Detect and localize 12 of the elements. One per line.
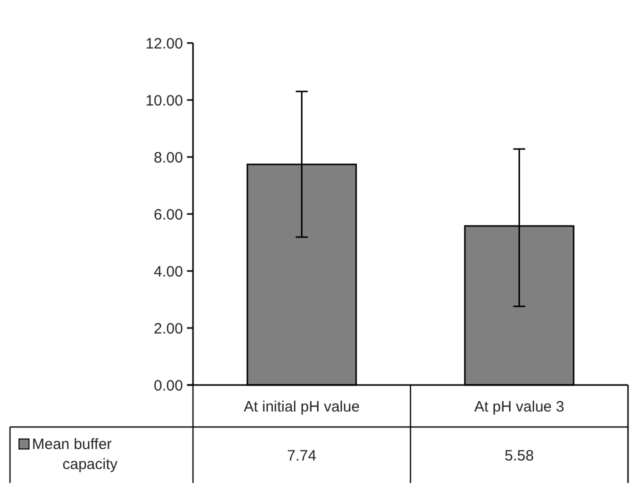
data-label: 5.58 bbox=[504, 447, 534, 464]
y-tick-label: 2.00 bbox=[154, 320, 183, 338]
legend-label: Mean buffer capacity bbox=[32, 436, 118, 473]
y-tick-label: 10.00 bbox=[145, 92, 183, 110]
data-label: 7.74 bbox=[287, 447, 316, 464]
y-tick-label: 12.00 bbox=[145, 35, 183, 52]
y-tick-label: 0.00 bbox=[154, 377, 183, 394]
y-tick-label: 4.00 bbox=[154, 263, 183, 280]
y-tick-label: 6.00 bbox=[154, 206, 183, 224]
x-tick-label: At pH value 3 bbox=[474, 398, 564, 416]
y-tick-label: 8.00 bbox=[154, 149, 183, 166]
x-tick-label: At initial pH value bbox=[244, 398, 360, 416]
